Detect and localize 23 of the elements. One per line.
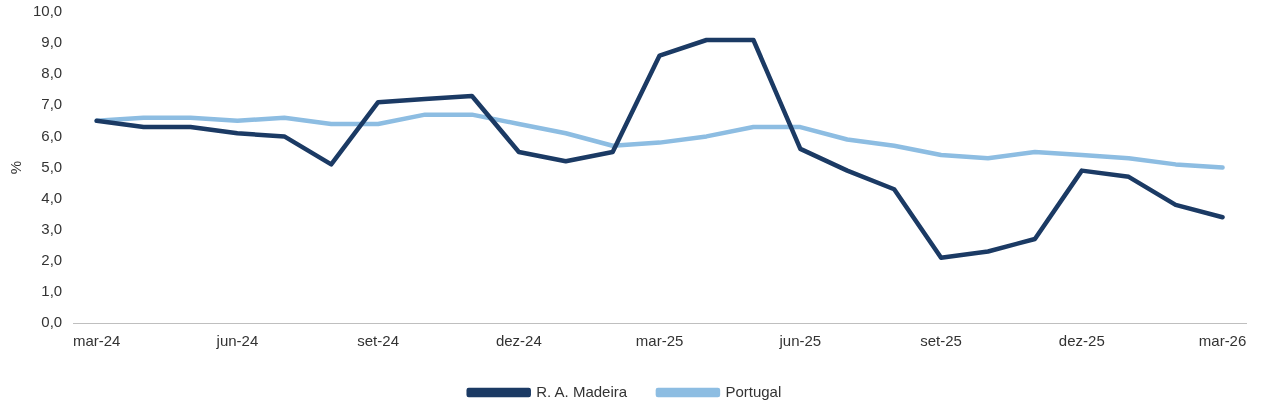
- y-tick-label: 5,0: [41, 157, 63, 175]
- x-tick-label: jun-25: [778, 332, 822, 350]
- y-tick-label: 9,0: [41, 33, 63, 51]
- y-tick-label: 0,0: [41, 313, 63, 331]
- x-tick-label: mar-25: [635, 332, 684, 350]
- y-tick-label: 6,0: [41, 126, 63, 144]
- y-tick-label: 10,0: [32, 2, 63, 20]
- x-tick-label: mar-24: [72, 332, 121, 350]
- x-tick-label: mar-26: [1198, 332, 1247, 350]
- x-tick-label: jun-24: [215, 332, 259, 350]
- y-tick-label: 2,0: [41, 250, 63, 268]
- legend-label: R. A. Madeira: [536, 382, 628, 400]
- x-tick-label: dez-25: [1058, 332, 1105, 350]
- y-tick-label: 8,0: [41, 64, 63, 82]
- y-tick-label: 7,0: [41, 95, 63, 113]
- y-tick-label: 3,0: [41, 219, 63, 237]
- x-tick-label: set-24: [357, 332, 399, 350]
- y-tick-label: 4,0: [41, 188, 63, 206]
- y-tick-label: 1,0: [41, 282, 63, 300]
- x-tick-label: set-25: [920, 332, 962, 350]
- x-tick-label: dez-24: [495, 332, 542, 350]
- y-axis-title: %: [7, 160, 25, 175]
- legend-label: Portugal: [725, 382, 782, 400]
